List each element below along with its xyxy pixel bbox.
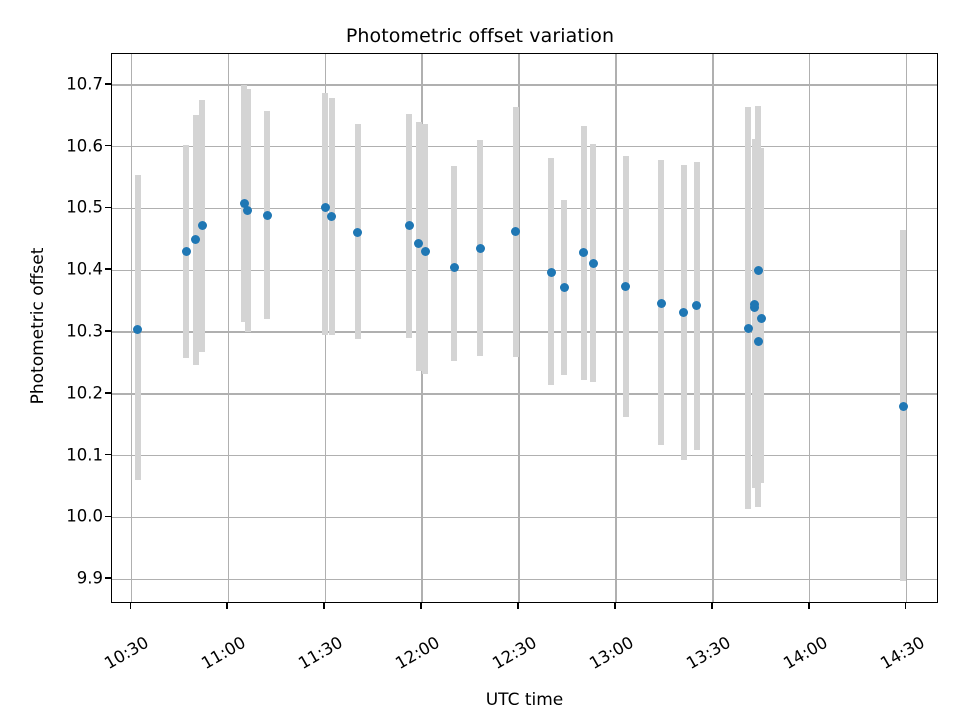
data-point [753, 265, 763, 275]
y-axis-tick-labels: 9.9 10.0 10.1 10.2 10.3 10.4 10.5 10.6 10.7 [0, 53, 103, 603]
y-tick [105, 83, 111, 85]
gridline-vertical [905, 54, 908, 602]
data-point [621, 281, 631, 291]
data-point [753, 337, 763, 347]
data-point [656, 298, 666, 308]
gridline-vertical [518, 54, 520, 602]
x-tick-label: 12:00 [392, 632, 443, 674]
data-point [750, 299, 760, 309]
x-tick [226, 603, 229, 609]
data-point [756, 313, 766, 323]
gridline-vertical [615, 54, 617, 602]
gridline-horizontal [112, 578, 937, 580]
data-point [197, 221, 207, 231]
gridline-vertical [809, 54, 811, 602]
gridline-horizontal [112, 393, 937, 395]
data-point [133, 324, 143, 334]
y-tick-label: 10.1 [66, 445, 103, 465]
error-bar [751, 146, 758, 488]
y-tick [105, 206, 111, 209]
plot-area [111, 53, 938, 603]
data-point [579, 248, 589, 258]
y-tick [105, 577, 111, 580]
gridline-vertical [421, 54, 423, 602]
y-axis-title: Photometric offset [28, 247, 48, 405]
x-tick-label: 14:00 [779, 632, 831, 674]
data-point [353, 228, 363, 238]
x-tick-label: 12:30 [489, 632, 540, 674]
error-bar [755, 105, 762, 493]
data-point [420, 247, 430, 257]
x-axis-title: UTC time [485, 690, 564, 710]
gridline-horizontal [112, 516, 937, 519]
y-tick-label: 10.7 [66, 74, 103, 94]
gridline-vertical [712, 54, 714, 602]
gridline-vertical [227, 54, 229, 602]
gridline-horizontal [112, 331, 937, 333]
error-bar [745, 106, 752, 510]
gridline-horizontal [112, 454, 937, 457]
data-point [404, 221, 414, 231]
data-point [243, 205, 253, 215]
data-point [191, 234, 201, 244]
x-tick-label: 14:30 [876, 632, 928, 674]
y-tick [105, 144, 111, 147]
x-tick [517, 603, 519, 609]
gridline-horizontal [112, 269, 937, 271]
x-tick [711, 603, 713, 609]
x-tick [420, 603, 422, 609]
gridline-horizontal [112, 84, 937, 86]
y-tick [105, 453, 111, 456]
data-point [679, 308, 689, 318]
y-tick [105, 330, 111, 332]
data-point [320, 203, 330, 213]
x-tick-label: 13:30 [683, 632, 734, 674]
x-tick-label: 11:30 [295, 632, 347, 674]
data-point [692, 301, 702, 311]
data-point [239, 199, 249, 209]
y-tick-label: 10.5 [66, 197, 103, 217]
y-tick [105, 392, 111, 394]
gridline-horizontal [112, 145, 937, 148]
x-tick [807, 603, 810, 609]
gridline-vertical [130, 54, 133, 602]
x-axis-ticks [111, 603, 938, 611]
data-point [327, 212, 337, 222]
y-tick-label: 10.4 [66, 259, 103, 279]
data-point [414, 239, 424, 249]
x-tick-label: 11:00 [198, 632, 250, 674]
data-point [898, 401, 908, 411]
chart-title: Photometric offset variation [345, 25, 615, 47]
x-axis-tick-labels: 10:30 11:00 11:30 12:00 12:30 13:00 13:30 14:00… [102, 609, 938, 679]
data-point [743, 323, 753, 333]
error-bar [322, 92, 329, 335]
data-series-photometric-offset [112, 54, 937, 602]
y-tick [105, 268, 111, 271]
y-tick-label: 9.9 [76, 568, 103, 588]
y-tick-label: 10.2 [66, 383, 103, 403]
y-tick-label: 10.3 [66, 321, 103, 341]
data-point [511, 227, 521, 237]
data-point [588, 258, 598, 268]
y-tick-label: 10.0 [66, 506, 103, 526]
data-point [449, 263, 459, 273]
y-tick [105, 515, 111, 518]
data-point [262, 211, 272, 221]
x-tick [129, 603, 132, 609]
y-tick-label: 10.6 [66, 136, 103, 156]
data-point [181, 247, 191, 257]
data-point [559, 283, 569, 293]
x-tick [614, 603, 616, 609]
data-point [475, 244, 485, 254]
x-tick-label: 13:00 [586, 632, 637, 674]
x-tick-label: 10:30 [101, 632, 153, 674]
gridlines [112, 54, 937, 602]
x-tick [904, 603, 907, 609]
data-point [546, 267, 556, 277]
gridline-horizontal [112, 207, 937, 210]
x-tick [323, 603, 325, 609]
